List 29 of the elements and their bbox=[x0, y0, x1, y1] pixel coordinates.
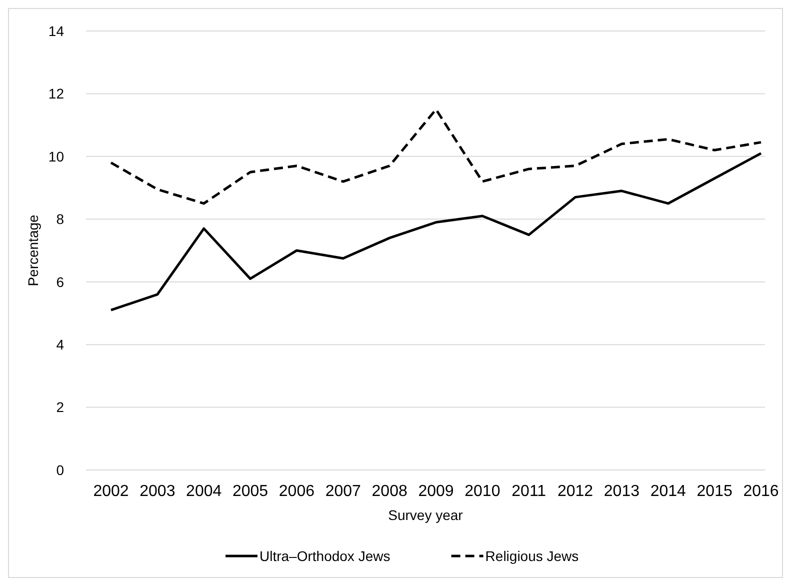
y-tick-label: 4 bbox=[56, 336, 64, 352]
x-tick-label: 2002 bbox=[93, 483, 129, 500]
x-tick-label: 2003 bbox=[140, 483, 176, 500]
line-series bbox=[110, 108, 762, 205]
x-tick-label: 2015 bbox=[696, 483, 732, 500]
y-tick-label: 2 bbox=[56, 399, 64, 416]
x-tick-label: 2006 bbox=[278, 483, 315, 500]
x-tick-label: 2011 bbox=[512, 483, 546, 500]
x-tick-label: 2004 bbox=[186, 483, 222, 500]
x-axis-title: Survey year bbox=[388, 507, 464, 523]
legend-label: Religious Jews bbox=[485, 548, 579, 564]
y-tick-label: 12 bbox=[48, 86, 64, 102]
y-tick-label: 14 bbox=[48, 22, 64, 39]
x-tick-label: 2007 bbox=[325, 483, 362, 500]
x-tick-label: 2010 bbox=[464, 483, 500, 500]
x-tick-label: 2008 bbox=[372, 483, 408, 500]
line-series bbox=[110, 152, 762, 312]
x-tick-label: 2012 bbox=[557, 483, 594, 500]
x-tick-label: 2009 bbox=[418, 483, 454, 500]
x-tick-label: 2005 bbox=[232, 483, 268, 500]
y-tick-label: 0 bbox=[56, 462, 64, 478]
x-tick-label: 2016 bbox=[743, 483, 779, 500]
x-tick-label: 2014 bbox=[650, 483, 686, 500]
y-axis-title: Percentage bbox=[25, 214, 41, 286]
x-tick-label: 2013 bbox=[604, 483, 640, 500]
y-tick-label: 10 bbox=[48, 148, 64, 164]
y-tick-label: 8 bbox=[56, 211, 64, 228]
y-tick-label: 6 bbox=[56, 274, 64, 290]
legend-label: Ultra–Orthodox Jews bbox=[260, 548, 390, 564]
